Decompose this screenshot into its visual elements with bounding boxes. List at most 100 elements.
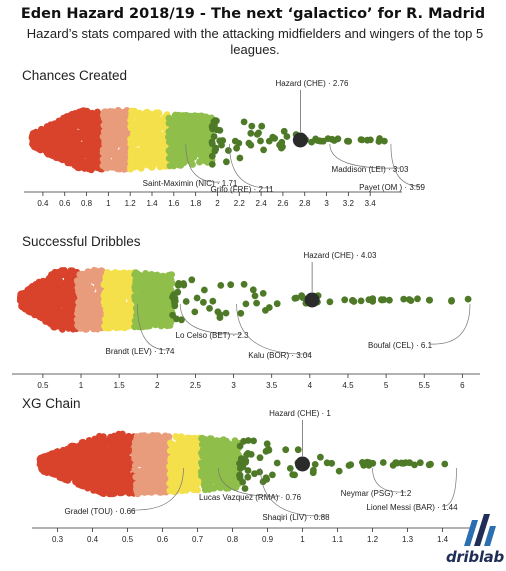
player-dot	[131, 293, 139, 300]
player-dot	[210, 125, 218, 133]
player-dot	[109, 108, 117, 115]
annotation-leader	[137, 303, 171, 351]
player-dot	[255, 129, 262, 137]
player-dot	[240, 280, 248, 288]
player-dot	[165, 133, 172, 141]
x-tick-label: 1.8	[190, 199, 202, 208]
player-dot	[128, 124, 136, 132]
player-dot	[95, 309, 103, 317]
player-dot	[111, 160, 119, 168]
player-dot	[70, 292, 77, 300]
player-dot	[58, 450, 66, 458]
x-tick-label: 0.6	[59, 199, 71, 208]
player-dot	[86, 152, 93, 159]
x-tick-label: 1.5	[114, 381, 126, 390]
player-dot	[369, 298, 377, 305]
player-dot	[191, 473, 199, 481]
player-dot	[48, 272, 55, 280]
player-dot	[167, 455, 175, 463]
player-dot	[208, 152, 216, 160]
player-dot	[146, 449, 154, 457]
player-dot	[29, 296, 37, 304]
player-dot	[173, 315, 180, 323]
player-dot	[139, 155, 147, 162]
player-dot	[66, 115, 73, 123]
player-dot	[53, 290, 61, 298]
player-dot	[217, 282, 225, 289]
player-dot	[86, 476, 93, 484]
player-dot	[139, 132, 146, 140]
player-dot	[38, 295, 45, 303]
player-dot	[186, 151, 194, 158]
player-dot	[72, 111, 79, 119]
player-dot	[235, 139, 243, 147]
player-dot	[157, 155, 165, 163]
player-dot	[201, 136, 208, 144]
player-dot	[48, 294, 56, 302]
player-dot	[155, 129, 163, 137]
player-dot	[148, 153, 156, 161]
player-dot	[189, 127, 197, 135]
player-dot	[122, 151, 129, 159]
player-dot	[178, 455, 186, 463]
player-dot	[109, 127, 117, 134]
player-dot	[164, 298, 172, 305]
player-dot	[192, 121, 200, 128]
player-dot	[81, 136, 89, 144]
player-dot	[76, 291, 84, 299]
player-dot	[400, 295, 408, 303]
player-dot	[119, 443, 127, 451]
player-dot	[74, 278, 82, 286]
player-dot	[222, 309, 230, 317]
player-dot	[227, 281, 235, 289]
player-dot	[36, 279, 43, 286]
player-dot	[46, 288, 54, 296]
player-dot	[59, 156, 66, 164]
player-dot	[169, 440, 176, 448]
player-dot	[88, 445, 96, 453]
player-dot	[50, 302, 57, 310]
player-dot	[203, 150, 211, 157]
highlight-label: Hazard (CHE) · 2.76	[276, 79, 349, 88]
player-dot	[64, 472, 72, 480]
player-dot	[99, 155, 107, 163]
player-dot	[195, 126, 203, 134]
x-tick-label: 6	[460, 381, 465, 390]
player-dot	[186, 434, 194, 442]
player-dot	[105, 298, 113, 306]
player-dot	[127, 147, 135, 155]
player-dot	[209, 297, 217, 305]
player-dot	[222, 471, 230, 478]
x-tick-label: 2.4	[256, 199, 268, 208]
player-dot	[156, 435, 164, 443]
player-dot	[149, 315, 157, 323]
player-dot	[109, 487, 117, 495]
player-dot	[349, 297, 356, 304]
player-dot	[212, 145, 220, 153]
player-dot	[73, 455, 80, 463]
player-dot	[159, 288, 167, 296]
player-dot	[214, 308, 222, 316]
player-dot	[189, 133, 197, 141]
player-dot	[54, 268, 62, 276]
player-dot	[208, 140, 216, 148]
player-dot	[93, 113, 101, 120]
highlight-dot-hazard	[292, 132, 308, 148]
x-tick-label: 2.5	[190, 381, 202, 390]
player-dot	[260, 146, 267, 154]
player-dot	[56, 309, 64, 317]
player-dot	[90, 277, 98, 285]
player-dot	[176, 444, 184, 451]
player-dot	[186, 480, 193, 487]
player-dot	[124, 279, 132, 287]
player-dot	[344, 137, 351, 145]
player-dot	[141, 311, 149, 318]
player-dot	[122, 451, 129, 459]
player-dot	[75, 311, 83, 319]
player-dot	[376, 135, 383, 142]
player-dot	[99, 479, 107, 487]
player-dot	[426, 296, 433, 304]
x-tick-label: 5.5	[419, 381, 431, 390]
player-dot	[150, 143, 158, 151]
player-dot	[109, 139, 116, 147]
